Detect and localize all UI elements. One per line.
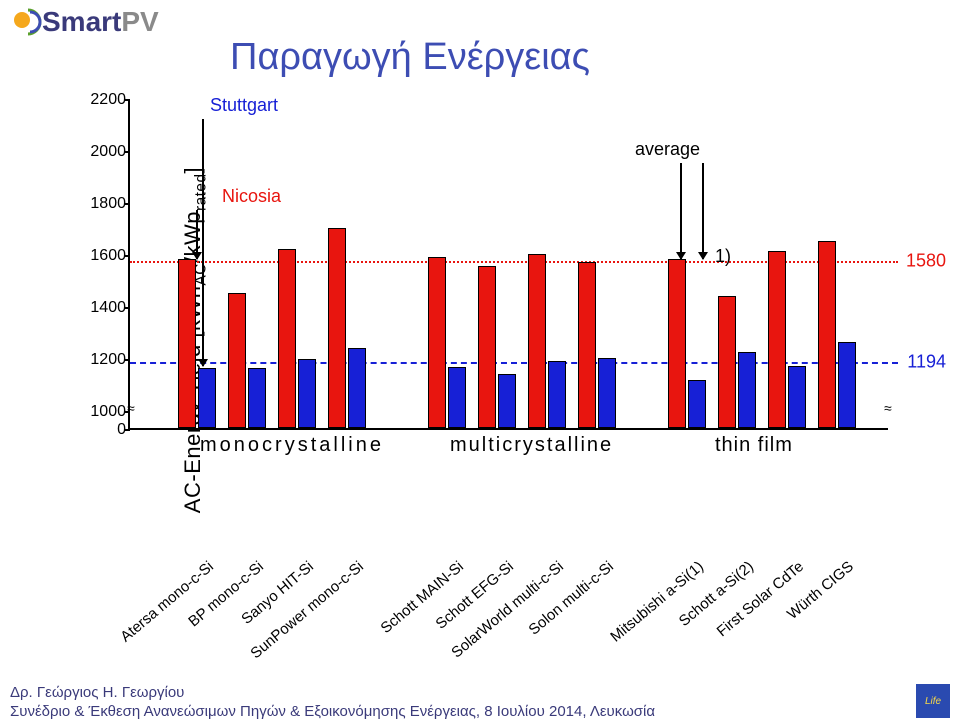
bar-nicosia xyxy=(278,249,296,428)
category-label: Schott MAIN-Si xyxy=(377,558,466,637)
bar-stuttgart xyxy=(688,380,706,428)
bar-group xyxy=(578,262,616,428)
bar-stuttgart xyxy=(498,374,516,428)
bar-group xyxy=(718,296,756,428)
arrow-icon xyxy=(702,163,704,259)
bar-group xyxy=(528,254,566,428)
bar-nicosia xyxy=(718,296,736,428)
annotation-nicosia: Nicosia xyxy=(222,186,281,207)
bar-nicosia xyxy=(228,293,246,428)
logo-suffix: PV xyxy=(121,6,158,37)
bar-stuttgart xyxy=(548,361,566,428)
bar-nicosia xyxy=(768,251,786,428)
axis-break-icon: ≈ xyxy=(884,400,892,416)
y-tick-label: 0 xyxy=(80,421,126,439)
bar-stuttgart xyxy=(248,368,266,428)
bar-nicosia xyxy=(328,228,346,428)
bar-group xyxy=(768,251,806,428)
category-label: Solon multi-c-Si xyxy=(526,558,617,639)
y-tick-label: 1600 xyxy=(80,247,126,265)
bar-stuttgart xyxy=(348,348,366,428)
logo-icon xyxy=(10,6,42,38)
bar-nicosia xyxy=(528,254,546,428)
reference-label: 1580 xyxy=(906,251,946,272)
bar-group xyxy=(478,266,516,428)
life-label: Life xyxy=(925,696,941,707)
bar-stuttgart xyxy=(598,358,616,428)
bar-group xyxy=(278,249,316,428)
logo-text: SmartPV xyxy=(42,6,159,38)
footer-event: Συνέδριο & Έκθεση Ανανεώσιμων Πηγών & Εξ… xyxy=(10,703,655,720)
arrow-icon xyxy=(202,119,204,366)
group-label: monocrystalline xyxy=(200,434,384,457)
logo-main: Smart xyxy=(42,6,121,37)
y-tick-label: 1800 xyxy=(80,195,126,213)
footer-author: Δρ. Γεώργιος Η. Γεωργίου xyxy=(10,684,655,701)
bar-stuttgart xyxy=(738,352,756,429)
bar-stuttgart xyxy=(298,359,316,428)
y-tick-label: 1200 xyxy=(80,351,126,369)
bar-nicosia xyxy=(478,266,496,428)
group-label: multicrystalline xyxy=(450,434,613,457)
bar-stuttgart xyxy=(788,366,806,428)
bar-nicosia xyxy=(578,262,596,428)
page-title: Παραγωγή Ενέργειας xyxy=(230,36,590,79)
y-tick-label: 2200 xyxy=(80,91,126,109)
annotation-note-1: 1) xyxy=(715,246,731,267)
plot-area: 01000120014001600180020002200≈≈15801194A… xyxy=(128,100,888,430)
y-tick-label: 1400 xyxy=(80,299,126,317)
footer: Δρ. Γεώργιος Η. Γεωργίου Συνέδριο & Έκθε… xyxy=(10,684,655,720)
group-label: thin film xyxy=(715,434,793,457)
bar-group xyxy=(328,228,366,428)
bar-group xyxy=(228,293,266,428)
life-badge-icon: Life xyxy=(916,684,950,718)
category-label: First Solar CdTe xyxy=(714,558,807,640)
bar-stuttgart xyxy=(448,367,466,428)
axis-break-icon: ≈ xyxy=(127,400,135,416)
annotation-stuttgart: Stuttgart xyxy=(210,95,278,116)
annotation-average: average xyxy=(635,139,700,160)
bar-group xyxy=(818,241,856,428)
energy-yield-chart: AC-Energy Yield [kWhAC/kWprated] 0100012… xyxy=(60,100,930,580)
arrow-icon xyxy=(196,210,198,258)
bar-group xyxy=(428,257,466,428)
arrow-icon xyxy=(680,163,682,259)
bar-stuttgart xyxy=(838,342,856,428)
bar-nicosia xyxy=(178,259,196,428)
y-tick-label: 1000 xyxy=(80,403,126,421)
bar-group xyxy=(668,259,706,428)
bar-nicosia xyxy=(428,257,446,428)
bar-nicosia xyxy=(668,259,686,428)
logo: SmartPV xyxy=(10,6,159,38)
bar-stuttgart xyxy=(198,368,216,428)
y-tick-label: 2000 xyxy=(80,143,126,161)
bar-nicosia xyxy=(818,241,836,428)
bar-group xyxy=(178,259,216,428)
reference-label: 1194 xyxy=(907,351,946,372)
